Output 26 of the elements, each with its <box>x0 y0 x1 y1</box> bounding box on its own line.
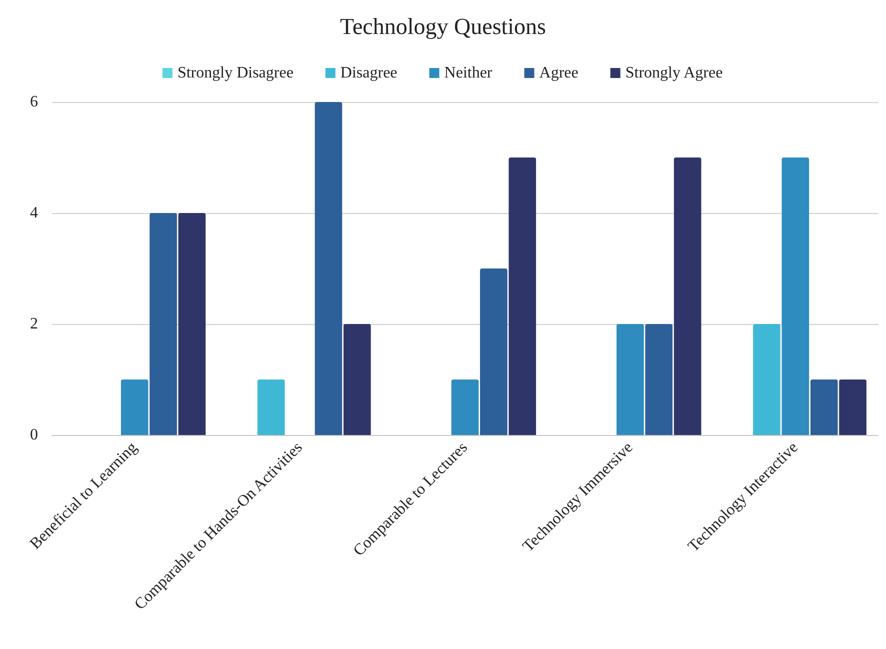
legend-label: Neither <box>444 64 493 82</box>
bar <box>120 380 148 435</box>
bar <box>810 380 838 435</box>
bar <box>616 324 644 435</box>
bar <box>674 158 702 435</box>
legend-label: Disagree <box>340 64 398 82</box>
bar <box>508 158 536 435</box>
bar <box>645 324 673 435</box>
chart-title: Technology Questions <box>340 14 546 39</box>
bar <box>314 102 342 435</box>
bar <box>753 324 780 435</box>
bar <box>150 213 177 435</box>
y-tick-label: 2 <box>30 316 38 332</box>
bar <box>839 380 866 435</box>
bar <box>257 380 285 435</box>
bar <box>178 213 206 435</box>
bar <box>344 324 371 435</box>
legend-label: Strongly Agree <box>625 64 723 82</box>
bar <box>480 268 508 435</box>
legend-label: Strongly Disagree <box>177 64 294 82</box>
y-tick-label: 4 <box>30 204 38 222</box>
bar <box>782 158 810 435</box>
y-tick-label: 0 <box>30 426 38 444</box>
y-tick-label: 6 <box>30 94 38 110</box>
legend-label: Agree <box>539 64 578 82</box>
bar <box>451 380 479 435</box>
